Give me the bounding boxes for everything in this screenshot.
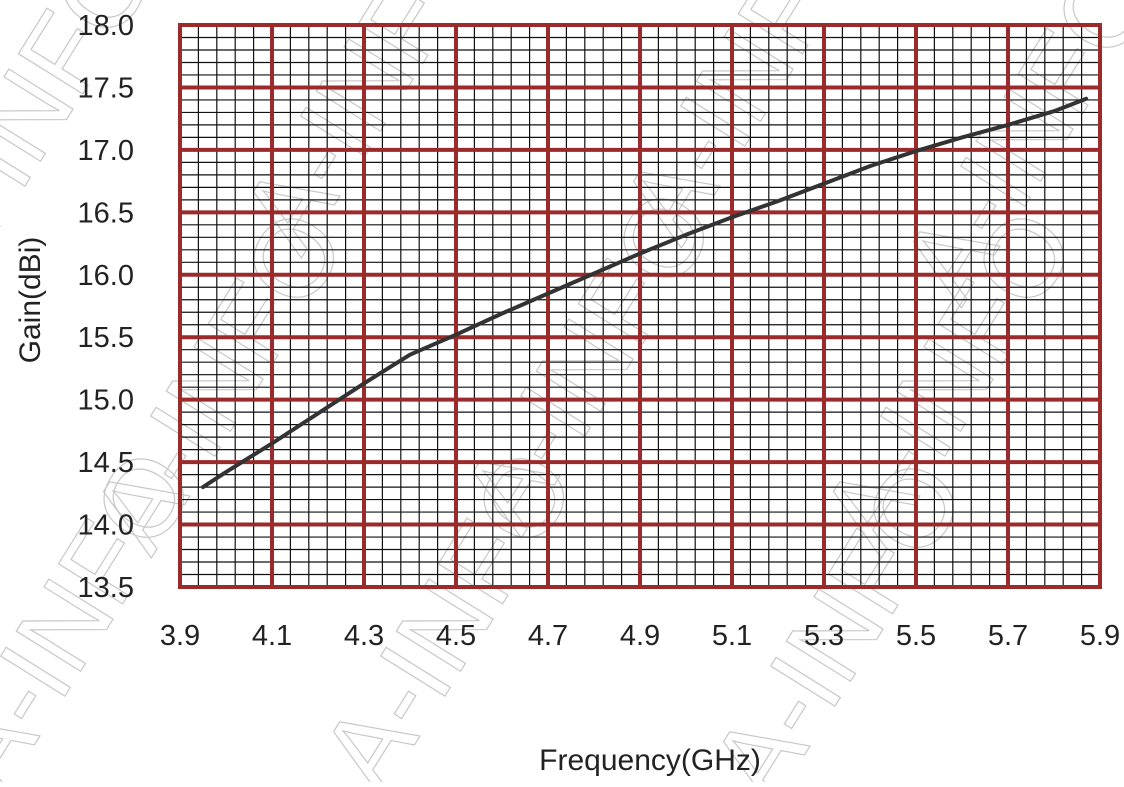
x-tick-label: 5.7 [988, 620, 1028, 652]
watermark-text: A-INFO [0, 429, 219, 782]
y-tick-label: 14.0 [78, 510, 134, 542]
y-tick-label: 13.5 [78, 572, 134, 604]
x-tick-label: 5.5 [896, 620, 936, 652]
y-axis-title: Gain(dBi) [14, 237, 47, 364]
x-axis-title: Frequency(GHz) [539, 744, 761, 777]
y-tick-label: 16.0 [78, 260, 134, 292]
x-tick-label: 4.5 [436, 620, 476, 652]
x-tick-label: 4.1 [252, 620, 292, 652]
x-tick-label: 3.9 [160, 620, 200, 652]
y-tick-label: 15.0 [78, 385, 134, 417]
x-tick-label: 4.9 [620, 620, 660, 652]
y-tick-label: 16.5 [78, 197, 134, 229]
x-tick-label: 4.7 [528, 620, 568, 652]
y-tick-label: 17.5 [78, 72, 134, 104]
x-tick-label: 4.3 [344, 620, 384, 652]
y-tick-label: 17.0 [78, 135, 134, 167]
x-tick-label: 5.9 [1080, 620, 1120, 652]
x-tick-label: 5.3 [804, 620, 844, 652]
y-tick-label: 18.0 [78, 10, 134, 42]
y-tick-label: 15.5 [78, 322, 134, 354]
y-tick-label: 14.5 [78, 447, 134, 479]
x-tick-label: 5.1 [712, 620, 752, 652]
